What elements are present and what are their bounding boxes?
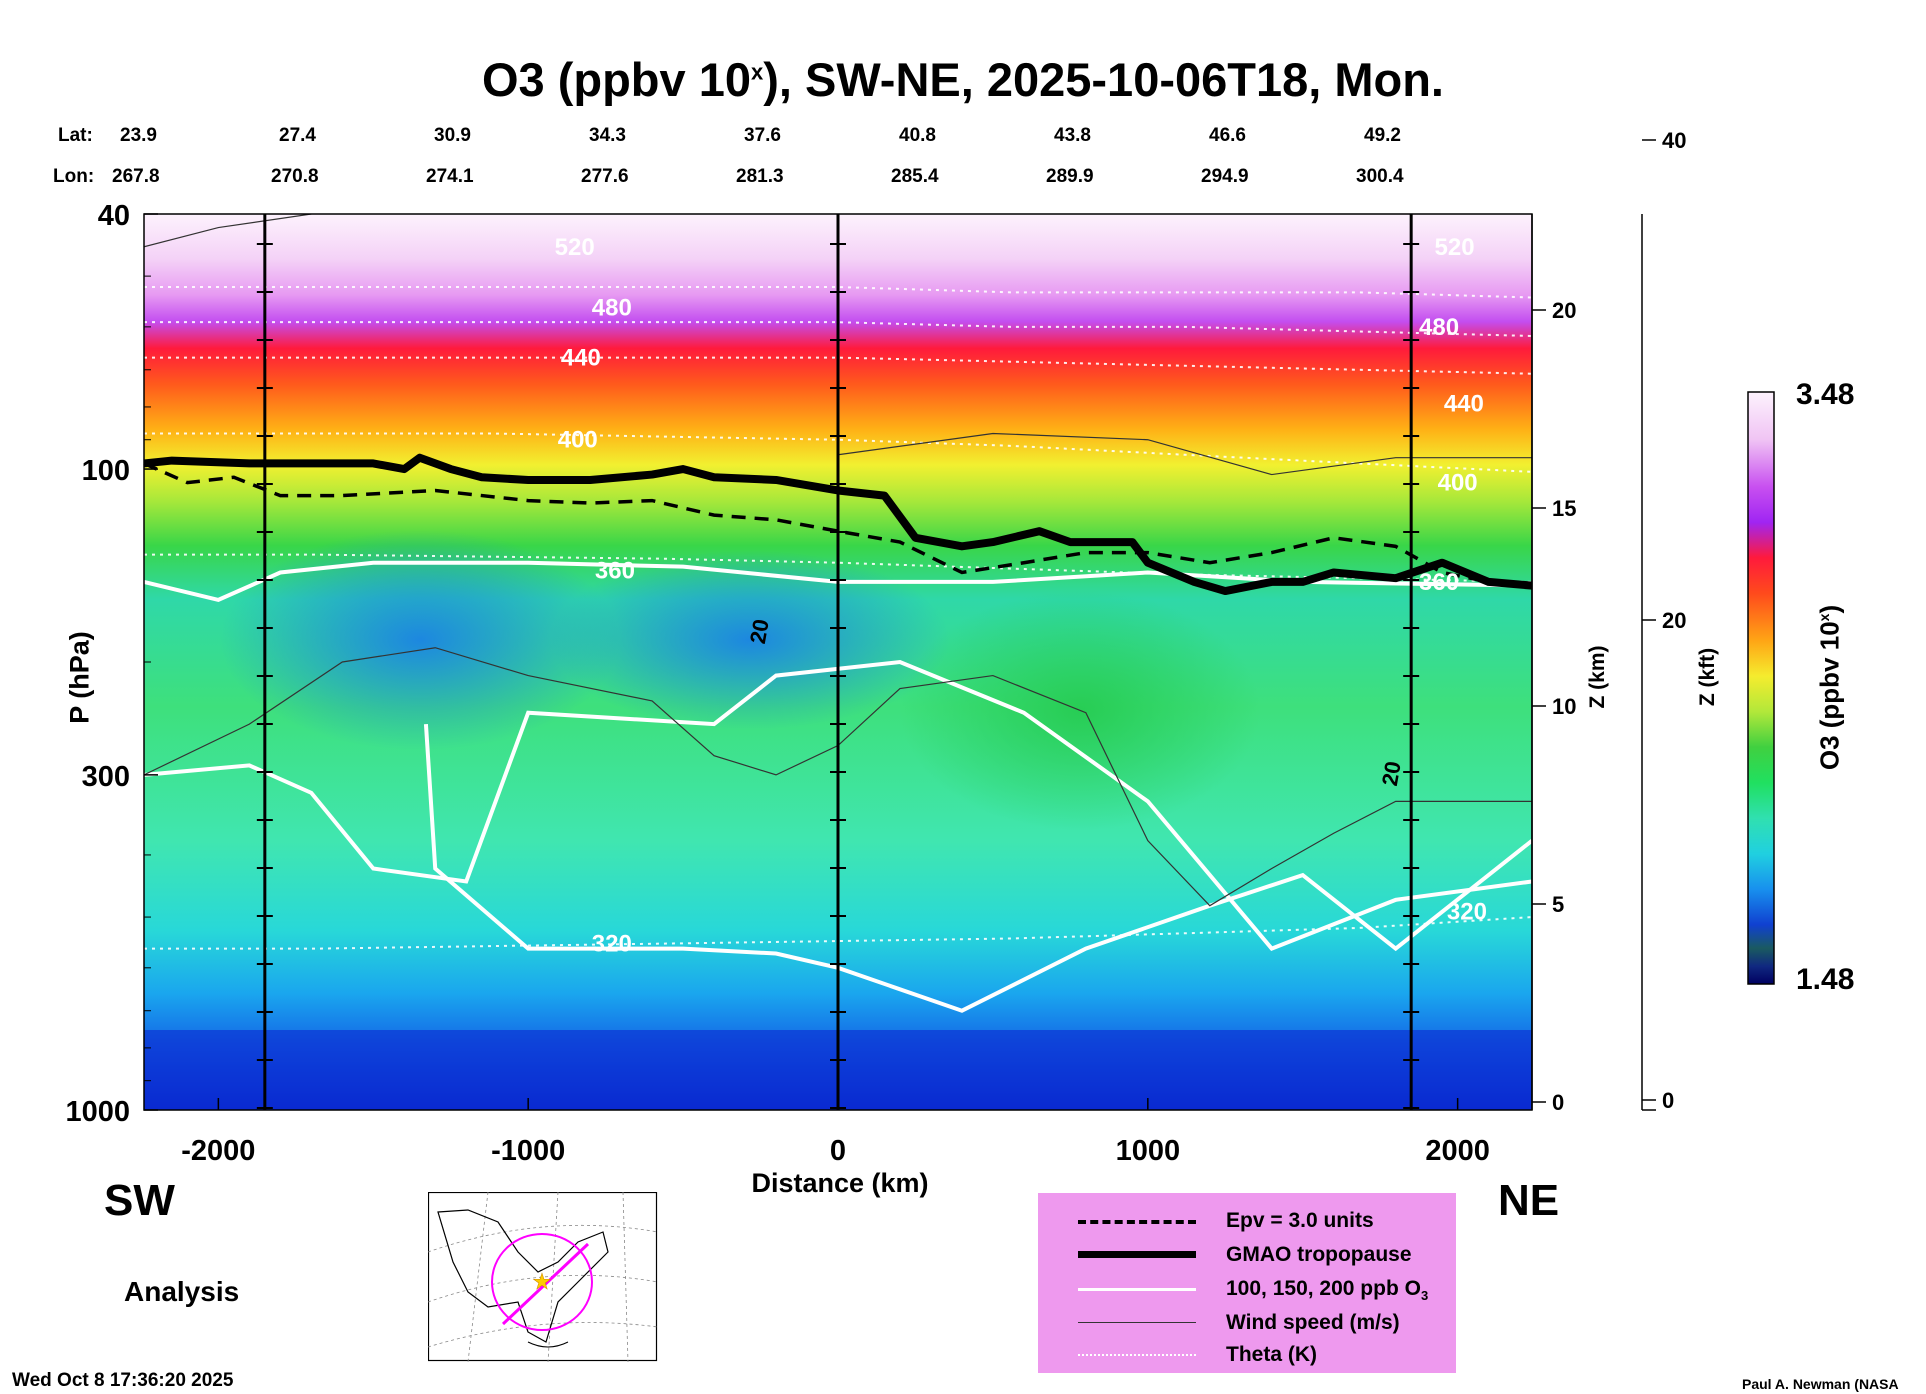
wind-contour <box>144 214 312 248</box>
theta-label: 320 <box>592 931 632 958</box>
y-tick-label: 300 <box>82 761 130 793</box>
z-km-title: Z (km) <box>1586 645 1609 709</box>
theta-label: 400 <box>558 427 598 454</box>
z-km-tick-label: 10 <box>1552 694 1576 719</box>
z-kft-tick-label: 0 <box>1662 1088 1674 1113</box>
legend-swatch-thin <box>1078 1322 1196 1323</box>
lat-value: 34.3 <box>589 125 626 146</box>
x-tick-label: 2000 <box>1425 1135 1490 1167</box>
theta-label: 440 <box>1444 390 1484 417</box>
theta-label: 320 <box>1447 898 1487 925</box>
lon-value: 285.4 <box>891 166 939 187</box>
x-axis-title: Distance (km) <box>751 1168 929 1198</box>
z-kft-tick-label: 20 <box>1662 608 1686 633</box>
coastline <box>437 1209 609 1343</box>
lon-value: 281.3 <box>736 166 784 187</box>
epv-line <box>143 461 1489 584</box>
wind-contour <box>144 647 1532 907</box>
y-tick-label: 40 <box>98 200 130 232</box>
y-axis-title: P (hPa) <box>64 631 95 724</box>
lon-label: Lon: <box>53 166 95 187</box>
lon-value: 270.8 <box>271 166 319 187</box>
z-kft-title: Z (kft) <box>1696 647 1719 707</box>
lat-value: 37.6 <box>744 125 781 146</box>
x-tick-label: -2000 <box>181 1135 255 1167</box>
z-km-tick-label: 5 <box>1552 892 1564 917</box>
direction-ne: NE <box>1498 1176 1560 1225</box>
star-icon: ★ <box>532 1269 552 1294</box>
theta-label: 480 <box>592 295 632 322</box>
legend-swatch-dashed <box>1078 1220 1196 1224</box>
lat-value: 27.4 <box>279 125 316 146</box>
inset-map: ★ <box>428 1192 658 1362</box>
timestamp: Wed Oct 8 17:36:20 2025 <box>12 1370 234 1391</box>
legend-row-epv: Epv = 3.0 units <box>1038 1205 1456 1235</box>
x-tick-label: -1000 <box>491 1135 565 1167</box>
tropopause-line <box>143 453 1533 596</box>
lat-value: 43.8 <box>1054 125 1091 146</box>
theta-label: 360 <box>595 558 635 585</box>
lat-value: 49.2 <box>1364 125 1401 146</box>
legend-row-wind: Wind speed (m/s) <box>1038 1307 1456 1337</box>
theta-label: 440 <box>561 345 601 372</box>
legend-swatch-dotted <box>1078 1354 1196 1356</box>
lat-label: Lat: <box>58 125 93 146</box>
legend-row-ozone: 100, 150, 200 ppb O3 <box>1038 1273 1456 1303</box>
wind-contour <box>837 432 1532 476</box>
lon-value: 300.4 <box>1356 166 1404 187</box>
colorbar-max-label: 3.48 <box>1796 378 1855 411</box>
theta-label: 400 <box>1438 470 1478 497</box>
x-tick-label: 0 <box>830 1135 846 1167</box>
legend-swatch-thick <box>1078 1251 1196 1258</box>
theta-label: 520 <box>1435 234 1475 261</box>
lon-value: 289.9 <box>1046 166 1094 187</box>
theta-label: 360 <box>1419 569 1459 596</box>
legend: Epv = 3.0 units GMAO tropopause 100, 150… <box>1038 1193 1456 1373</box>
legend-row-tropopause: GMAO tropopause <box>1038 1239 1456 1269</box>
ozone-contour <box>144 659 1532 951</box>
colorbar-min-label: 1.48 <box>1796 963 1855 996</box>
y-tick-label: 1000 <box>65 1096 130 1128</box>
colorbar <box>1747 391 1775 985</box>
z-km-tick-label: 15 <box>1552 496 1576 521</box>
theta-label: 480 <box>1419 314 1459 341</box>
map-circle <box>491 1233 593 1331</box>
y-tick-label: 100 <box>82 455 130 487</box>
overlay-layer: 520 520 480 480 440 440 400 400 360 360 320 320 20 20 <box>143 214 1533 1110</box>
lat-value: 40.8 <box>899 125 936 146</box>
direction-sw: SW <box>104 1176 175 1225</box>
wind-label: 20 <box>1377 759 1406 787</box>
legend-row-theta: Theta (K) <box>1038 1339 1456 1369</box>
z-kft-tick-label: 40 <box>1662 128 1686 153</box>
z-km-tick-label: 0 <box>1552 1090 1564 1115</box>
isoline-layer <box>144 214 1532 1013</box>
colorbar-title: O3 (ppbv 10x) <box>1814 604 1845 771</box>
axes-layer: -2000-1000010002000401003001000201510506… <box>65 128 1686 1167</box>
lon-value: 274.1 <box>426 166 474 187</box>
map-track <box>501 1242 590 1326</box>
lat-value: 46.6 <box>1209 125 1246 146</box>
lat-value: 23.9 <box>120 125 157 146</box>
lat-value: 30.9 <box>434 125 471 146</box>
analysis-label: Analysis <box>124 1276 240 1307</box>
chart-title: O3 (ppbv 10x), SW-NE, 2025-10-06T18, Mon… <box>481 53 1444 106</box>
legend-swatch-white <box>1078 1288 1196 1291</box>
lon-value: 277.6 <box>581 166 629 187</box>
ozone-contour <box>423 723 1532 1013</box>
lon-value: 267.8 <box>112 166 160 187</box>
z-km-tick-label: 20 <box>1552 298 1576 323</box>
wind-label: 20 <box>745 617 774 645</box>
credit: Paul A. Newman (NASA <box>1742 1376 1899 1392</box>
theta-label: 520 <box>555 234 595 261</box>
x-tick-label: 1000 <box>1116 1135 1181 1167</box>
ozone-contour <box>144 560 1532 602</box>
lon-value: 294.9 <box>1201 166 1249 187</box>
